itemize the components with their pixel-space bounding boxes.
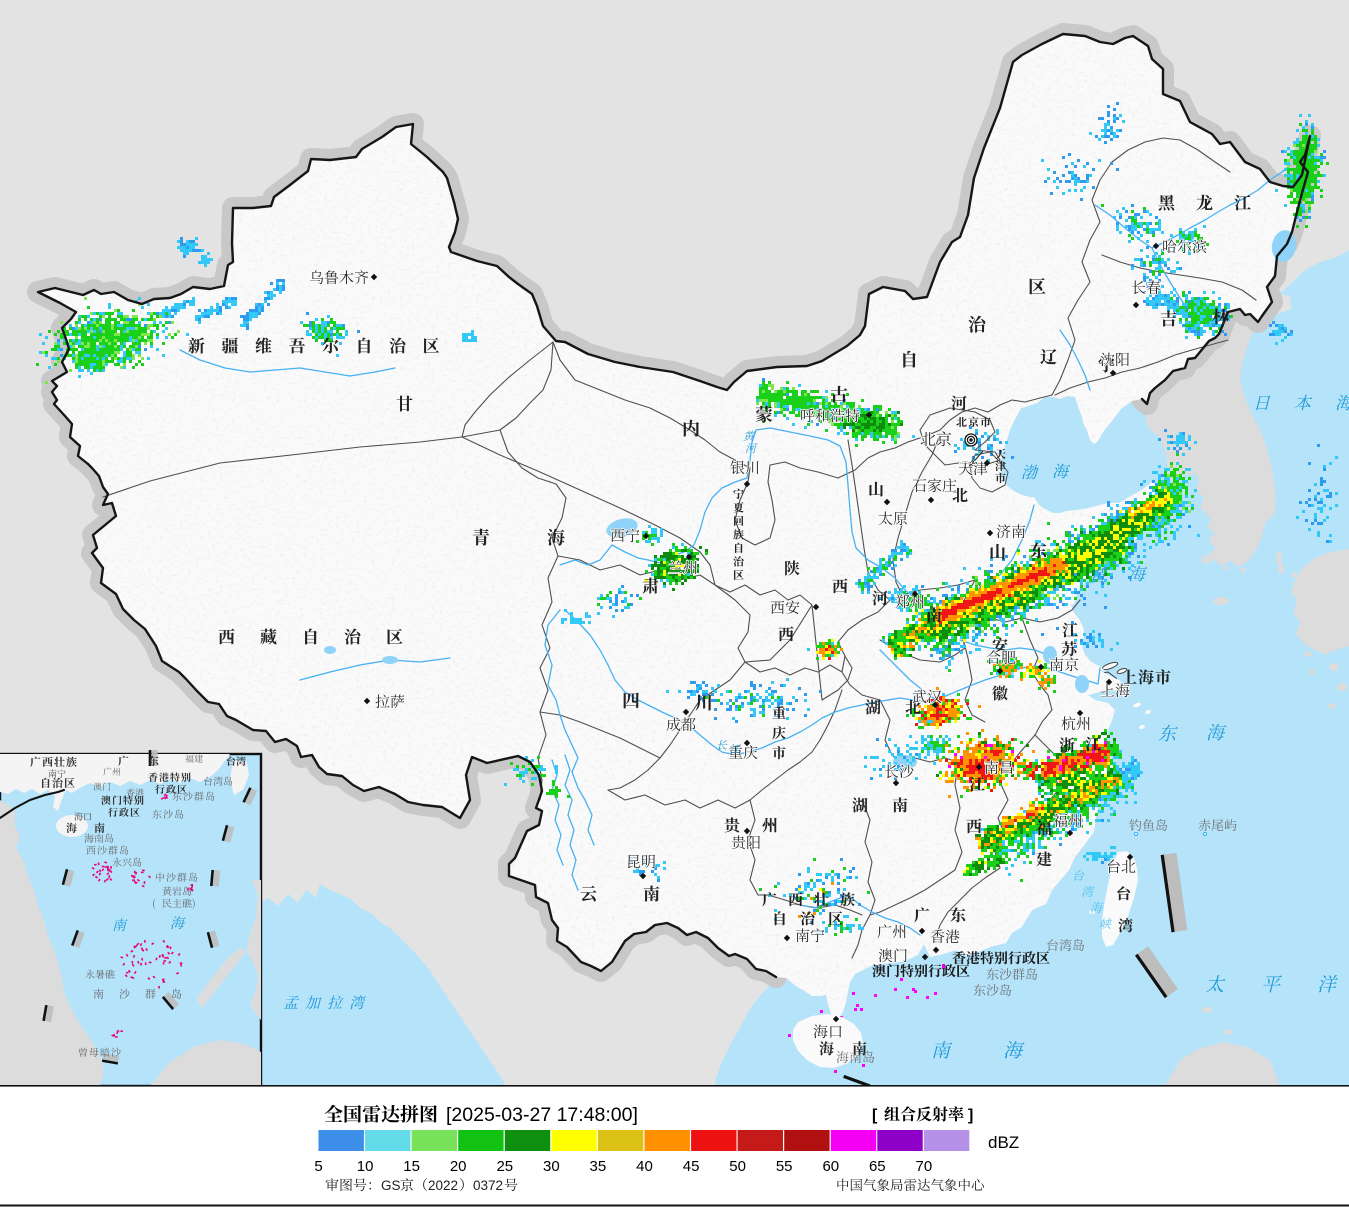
svg-text:20: 20: [450, 1158, 467, 1175]
svg-text:35: 35: [590, 1158, 607, 1175]
svg-text:[2025-03-27 17:48:00]: [2025-03-27 17:48:00]: [446, 1104, 638, 1126]
svg-text:GS: GS: [381, 1178, 401, 1193]
svg-text:15: 15: [403, 1158, 420, 1175]
svg-text:55: 55: [776, 1158, 793, 1175]
svg-text:25: 25: [496, 1158, 513, 1175]
svg-text:70: 70: [916, 1158, 933, 1175]
svg-text:2022: 2022: [428, 1178, 458, 1193]
svg-text:40: 40: [636, 1158, 653, 1175]
svg-text:0372: 0372: [473, 1178, 503, 1193]
svg-text:5: 5: [314, 1158, 322, 1175]
svg-text:10: 10: [357, 1158, 374, 1175]
svg-text:65: 65: [869, 1158, 886, 1175]
svg-text:60: 60: [822, 1158, 839, 1175]
svg-text:]: ]: [968, 1107, 973, 1124]
svg-text:30: 30: [543, 1158, 560, 1175]
svg-text:45: 45: [683, 1158, 700, 1175]
svg-text:50: 50: [729, 1158, 746, 1175]
svg-text:dBZ: dBZ: [988, 1133, 1019, 1152]
svg-text:[: [: [872, 1107, 878, 1124]
